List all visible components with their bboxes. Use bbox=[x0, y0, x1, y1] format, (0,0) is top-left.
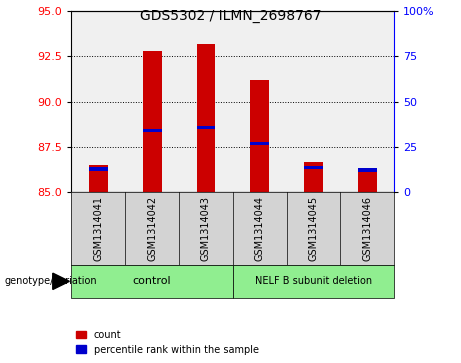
Text: genotype/variation: genotype/variation bbox=[5, 276, 97, 286]
Bar bbox=[89, 167, 108, 171]
Text: control: control bbox=[133, 276, 171, 286]
Bar bbox=[358, 169, 377, 192]
Text: GSM1314043: GSM1314043 bbox=[201, 196, 211, 261]
Bar bbox=[196, 126, 215, 129]
Bar bbox=[233, 265, 394, 298]
Polygon shape bbox=[53, 273, 69, 290]
Bar bbox=[304, 166, 323, 169]
Bar bbox=[71, 265, 233, 298]
Bar bbox=[358, 168, 377, 171]
Text: GDS5302 / ILMN_2698767: GDS5302 / ILMN_2698767 bbox=[140, 9, 321, 23]
Legend: count, percentile rank within the sample: count, percentile rank within the sample bbox=[77, 330, 259, 355]
Bar bbox=[250, 80, 269, 192]
Text: GSM1314042: GSM1314042 bbox=[147, 196, 157, 261]
Bar bbox=[143, 129, 161, 132]
Bar bbox=[196, 44, 215, 192]
Bar bbox=[304, 162, 323, 192]
Bar bbox=[89, 165, 108, 192]
Text: GSM1314041: GSM1314041 bbox=[93, 196, 103, 261]
Text: GSM1314045: GSM1314045 bbox=[308, 196, 319, 261]
Text: NELF B subunit deletion: NELF B subunit deletion bbox=[255, 276, 372, 286]
Text: GSM1314046: GSM1314046 bbox=[362, 196, 372, 261]
Bar bbox=[250, 142, 269, 145]
Text: GSM1314044: GSM1314044 bbox=[254, 196, 265, 261]
Bar bbox=[143, 51, 161, 192]
